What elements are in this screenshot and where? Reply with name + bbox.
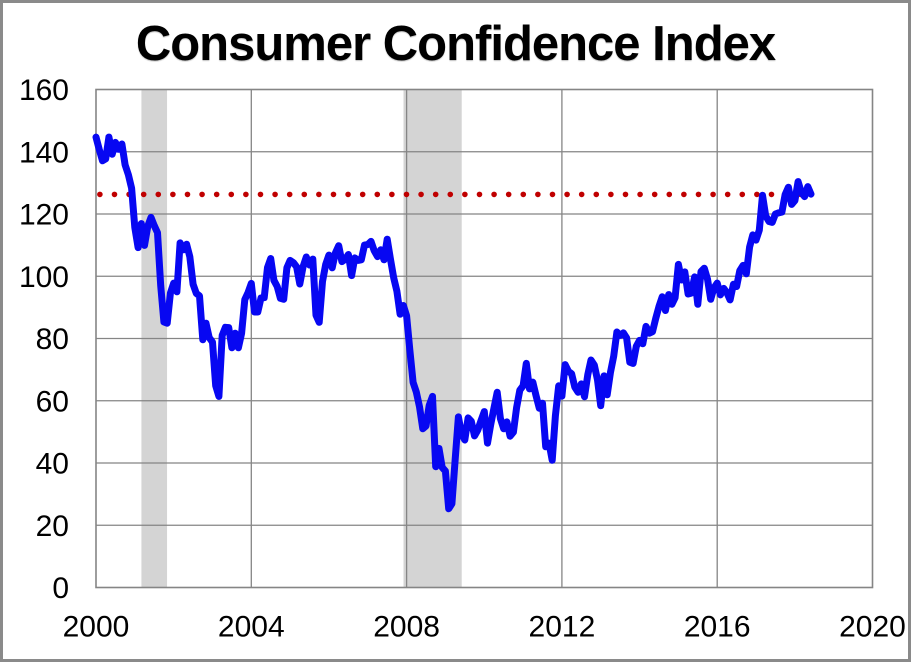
y-tick-label: 40 — [36, 448, 69, 481]
x-tick-label: 2004 — [218, 611, 285, 644]
y-tick-label: 0 — [52, 572, 69, 605]
y-tick-label: 20 — [36, 510, 69, 543]
y-tick-label: 120 — [19, 199, 69, 232]
reference-line-dot — [695, 191, 702, 198]
reference-line-dot — [199, 191, 205, 198]
reference-line-dot — [228, 191, 235, 198]
reference-line-dot — [140, 191, 147, 198]
reference-line-dot — [359, 191, 366, 198]
y-tick-label: 80 — [36, 323, 69, 356]
y-tick-label: 100 — [19, 261, 69, 294]
reference-line-dot — [374, 191, 381, 198]
y-tick-label: 60 — [36, 385, 69, 418]
reference-line-dot — [462, 191, 468, 198]
x-tick-label: 2016 — [684, 611, 751, 644]
reference-line-dot — [97, 191, 103, 198]
reference-line-dot — [666, 191, 673, 198]
reference-line-dot — [520, 191, 527, 198]
reference-line-dot — [593, 191, 600, 198]
reference-line-dot — [432, 191, 439, 198]
reference-line-dot — [170, 191, 176, 198]
reference-line-dot — [447, 191, 454, 198]
reference-line-dot — [637, 191, 643, 198]
reference-line-dot — [301, 191, 308, 198]
chart-title: Consumer Confidence Index — [135, 17, 776, 71]
reference-line-dot — [345, 191, 351, 198]
reference-line-dot — [491, 191, 497, 198]
reference-line-dot — [213, 191, 220, 198]
reference-line-dot — [710, 191, 716, 198]
reference-line-dot — [155, 191, 162, 198]
reference-line-dot — [768, 191, 775, 198]
reference-line-dot — [418, 191, 424, 198]
reference-line-dot — [724, 191, 731, 198]
confidence-line — [92, 133, 815, 513]
reference-line-dot — [739, 191, 746, 198]
plot-border — [95, 88, 874, 589]
reference-line-dot — [272, 191, 278, 198]
x-tick-label: 2012 — [529, 611, 596, 644]
x-tick-label: 2020 — [839, 611, 906, 644]
reference-line-dot — [389, 191, 395, 198]
reference-line-dot — [316, 191, 322, 198]
reference-line-dot — [286, 191, 293, 198]
reference-line-dot — [535, 191, 541, 198]
x-tick-label: 2000 — [63, 611, 130, 644]
reference-line-dot — [622, 191, 629, 198]
reference-line-dot — [184, 191, 191, 198]
reference-line-dot — [257, 191, 264, 198]
reference-line-dot — [578, 191, 585, 198]
reference-line-dot — [608, 191, 614, 198]
reference-line-dot — [754, 191, 760, 198]
reference-line-dot — [476, 191, 483, 198]
y-tick-label: 140 — [19, 136, 69, 169]
reference-line-dot — [651, 191, 658, 198]
chart-canvas: 0 20 40 60 80 100 120 140 160 2000 2004 2008 2012 201… — [19, 74, 906, 644]
reference-line-dot — [403, 191, 410, 198]
reference-line-dot — [243, 191, 249, 198]
reference-line-dot — [681, 191, 687, 198]
reference-line-dot — [111, 191, 118, 198]
reference-line-dot — [505, 191, 512, 198]
reference-line-dot — [549, 191, 556, 198]
reference-line-dot — [330, 191, 337, 198]
y-tick-label: 160 — [19, 74, 69, 107]
x-tick-label: 2008 — [373, 611, 440, 644]
reference-line-dot — [564, 191, 570, 198]
